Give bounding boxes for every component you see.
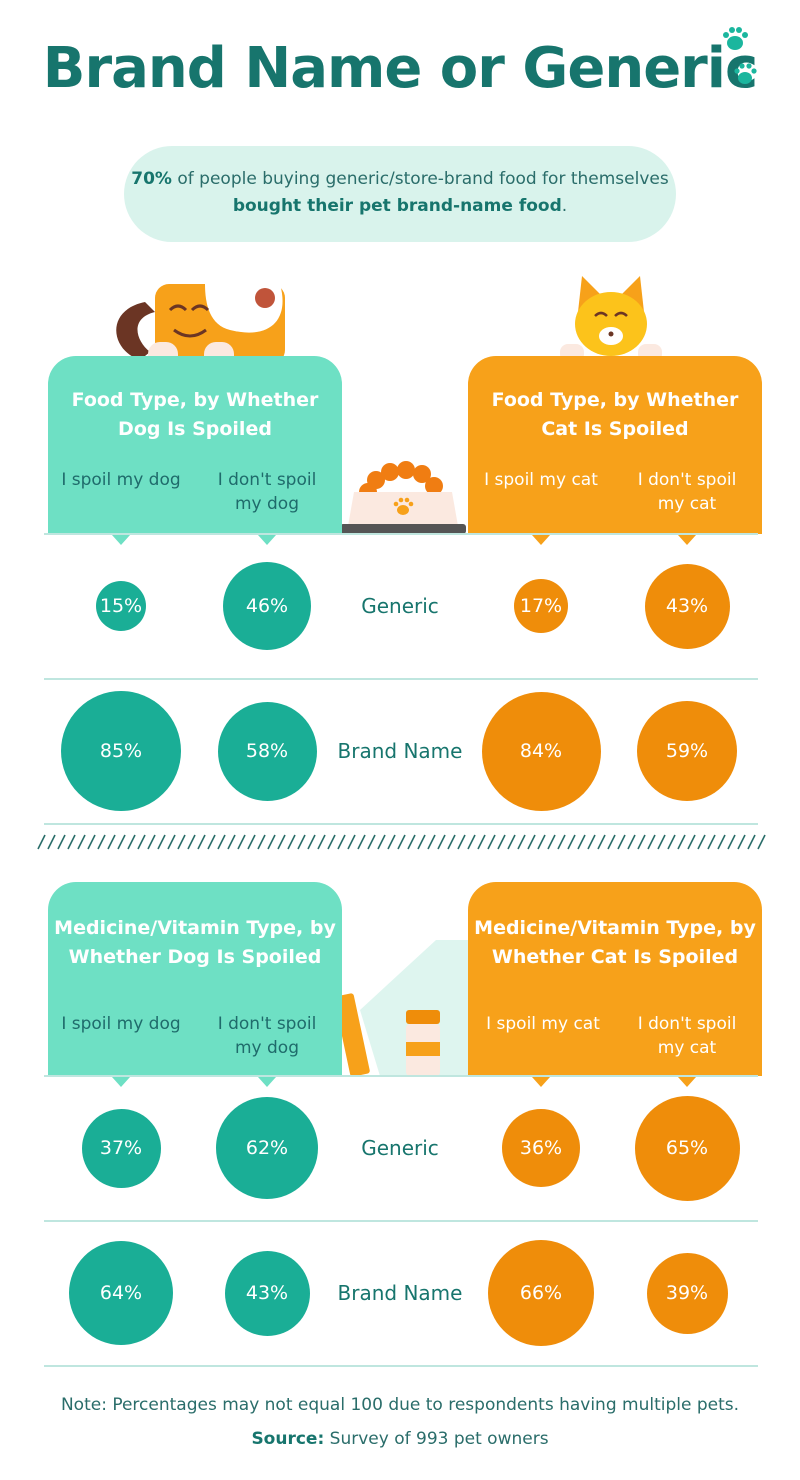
col-label: I don't spoil my cat: [637, 1014, 737, 1058]
bubble-value-label: 65%: [665, 1137, 709, 1159]
col-label: I spoil my cat: [486, 1014, 600, 1034]
data-bubble: 37%: [81, 1108, 161, 1188]
footnote: Note: Percentages may not equal 100 due …: [60, 1395, 740, 1415]
bubble-value-label: 58%: [245, 740, 289, 762]
callout-box: 70% of people buying generic/store-brand…: [124, 146, 676, 242]
data-bubble: 36%: [502, 1109, 580, 1187]
col-label: I don't spoil my dog: [217, 470, 317, 514]
data-bubble: 62%: [216, 1097, 318, 1199]
bubble-value-label: 36%: [519, 1137, 563, 1159]
source-label: Source:: [251, 1429, 325, 1449]
source-text: Survey of 993 pet owners: [324, 1429, 549, 1449]
medicine-cat-title: Medicine/Vitamin Type, by Whether Cat Is…: [474, 917, 756, 968]
row-label-brand: Brand Name: [337, 739, 463, 763]
callout-end: .: [561, 196, 568, 216]
data-bubble: 39%: [646, 1252, 728, 1334]
pointer: [678, 1077, 696, 1087]
data-bubble: 46%: [223, 562, 311, 650]
divider: [44, 533, 758, 535]
medicine-dog-title: Medicine/Vitamin Type, by Whether Dog Is…: [54, 917, 336, 968]
divider: [44, 1075, 758, 1077]
col-label: I don't spoil my dog: [217, 1014, 317, 1058]
pointer: [112, 535, 130, 545]
food-cat-panel: Food Type, by Whether Cat Is Spoiled I s…: [468, 356, 762, 534]
divider: [44, 678, 758, 680]
food-dog-title: Food Type, by Whether Dog Is Spoiled: [71, 389, 319, 440]
paw-icon-bottom: [734, 63, 757, 84]
callout-bold: bought their pet brand-name food: [232, 196, 562, 216]
divider: [44, 1365, 758, 1367]
divider: [44, 1220, 758, 1222]
data-bubble: 84%: [481, 691, 601, 811]
paw-icon-bowl: [393, 497, 414, 515]
col-label: I don't spoil my cat: [637, 470, 737, 514]
bubble-value-label: 43%: [665, 595, 709, 617]
bubble-value-label: 37%: [99, 1137, 143, 1159]
data-bubble: 43%: [224, 1250, 310, 1336]
pointer: [532, 1077, 550, 1087]
bubble-value-label: 59%: [665, 740, 709, 762]
data-bubble: 58%: [217, 701, 317, 801]
food-cat-title: Food Type, by Whether Cat Is Spoiled: [491, 389, 739, 440]
bubble-value-label: 64%: [99, 1282, 143, 1304]
bubble-value-label: 84%: [519, 740, 563, 762]
data-bubble: 66%: [488, 1240, 594, 1346]
col-label: I spoil my dog: [61, 1014, 181, 1034]
food-bowl-illustration: [340, 461, 466, 534]
bubble-value-label: 39%: [665, 1282, 709, 1304]
bubble-value-label: 43%: [245, 1282, 289, 1304]
col-label: I spoil my cat: [484, 470, 598, 490]
data-bubble: 15%: [96, 581, 146, 631]
col-label: I spoil my dog: [61, 470, 181, 490]
paw-icon-top: [723, 27, 748, 50]
pointer: [112, 1077, 130, 1087]
data-bubble: 43%: [644, 563, 730, 649]
bubble-value-label: 62%: [245, 1137, 289, 1159]
medicine-dog-panel: Medicine/Vitamin Type, by Whether Dog Is…: [48, 882, 342, 1076]
pointer: [258, 535, 276, 545]
bubble-value-label: 17%: [519, 595, 563, 617]
data-bubble: 65%: [634, 1095, 740, 1201]
data-bubble: 17%: [514, 579, 568, 633]
row-label-brand: Brand Name: [337, 1281, 463, 1305]
bubble-value-label: 85%: [99, 740, 143, 762]
pointer: [258, 1077, 276, 1087]
data-bubble: 64%: [69, 1241, 173, 1345]
food-dog-panel: Food Type, by Whether Dog Is Spoiled I s…: [48, 356, 342, 534]
page-title: Brand Name or Generic: [42, 36, 758, 101]
paw-icons: [723, 27, 757, 84]
hatch-separator: [36, 832, 766, 852]
data-bubble: 85%: [61, 691, 181, 811]
bubble-value-label: 15%: [99, 595, 143, 617]
cat-illustration: [560, 276, 662, 362]
callout-text: of people buying generic/store-brand foo…: [171, 169, 669, 189]
bubble-value-label: 46%: [245, 595, 289, 617]
divider: [44, 823, 758, 825]
pointer: [678, 535, 696, 545]
callout-percent: 70%: [131, 169, 172, 189]
row-label-generic: Generic: [361, 594, 439, 618]
source-line: Source: Survey of 993 pet owners: [0, 1429, 800, 1449]
data-bubble: 59%: [637, 701, 737, 801]
bubble-value-label: 66%: [519, 1282, 563, 1304]
row-label-generic: Generic: [361, 1136, 439, 1160]
medicine-illustration: [340, 940, 470, 1076]
pointer: [532, 535, 550, 545]
medicine-cat-panel: Medicine/Vitamin Type, by Whether Cat Is…: [468, 882, 762, 1076]
